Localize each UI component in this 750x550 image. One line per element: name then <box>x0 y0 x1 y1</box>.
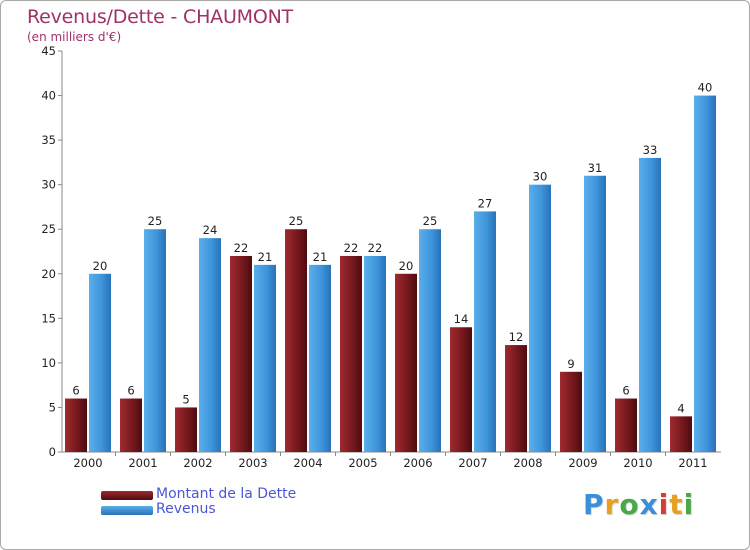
bar-revenus <box>364 255 386 452</box>
logo-letter: i <box>658 488 670 521</box>
logo-letter: i <box>683 488 695 521</box>
bar-revenus <box>254 264 276 452</box>
x-tick-label: 2011 <box>678 456 707 470</box>
legend-label-revenus: Revenus <box>156 501 216 517</box>
data-label-dette: 5 <box>182 392 189 406</box>
bar-revenus <box>199 238 221 452</box>
bar-dette <box>615 398 637 452</box>
data-label-dette: 9 <box>567 357 574 371</box>
bar-revenus <box>584 175 606 452</box>
data-label-dette: 14 <box>454 312 469 326</box>
bar-dette <box>450 327 472 452</box>
y-tick-label: 30 <box>41 178 56 192</box>
logo-letter: x <box>639 488 659 521</box>
logo-letter: o <box>619 488 640 521</box>
bar-revenus <box>694 95 716 453</box>
logo-letter: P <box>583 488 605 521</box>
data-label-revenus: 21 <box>313 250 328 264</box>
y-tick-label: 20 <box>41 267 56 281</box>
bar-dette <box>340 255 362 452</box>
bar-revenus <box>639 157 661 452</box>
bar-revenus <box>309 264 331 452</box>
bar-revenus <box>419 229 441 452</box>
bar-dette <box>230 255 252 452</box>
x-tick-label: 2000 <box>73 456 102 470</box>
data-label-revenus: 27 <box>478 196 493 210</box>
bar-dette <box>505 345 527 452</box>
x-tick-label: 2005 <box>348 456 377 470</box>
y-tick-label: 15 <box>41 311 56 325</box>
x-tick-label: 2002 <box>183 456 212 470</box>
logo-letter: r <box>604 488 620 521</box>
y-tick-label: 25 <box>41 222 56 236</box>
bar-revenus <box>474 211 496 452</box>
bar-dette <box>560 371 582 452</box>
data-label-revenus: 22 <box>368 241 383 255</box>
logo-letter: t <box>669 488 684 521</box>
x-tick-label: 2001 <box>128 456 157 470</box>
x-tick-label: 2007 <box>458 456 487 470</box>
data-label-revenus: 31 <box>588 161 603 175</box>
x-tick-label: 2004 <box>293 456 322 470</box>
bar-dette <box>65 398 87 452</box>
data-label-revenus: 24 <box>203 223 218 237</box>
x-tick-label: 2006 <box>403 456 432 470</box>
data-label-revenus: 21 <box>258 250 273 264</box>
data-label-revenus: 30 <box>533 170 548 184</box>
chart-bars <box>65 95 716 453</box>
y-tick-label: 10 <box>41 356 56 370</box>
proxiti-logo: Proxiti <box>583 488 694 521</box>
bar-revenus <box>89 273 111 452</box>
chart-data-labels: 6 6 5 22 25 22 20 14 12 9 6 4 20 25 24 21 21 22 25 27 30 31 33… <box>72 81 712 416</box>
chart-title: Revenus/Dette - CHAUMONT <box>27 6 294 28</box>
data-label-revenus: 25 <box>148 214 163 228</box>
y-tick-label: 0 <box>49 445 56 459</box>
x-tick-label: 2009 <box>568 456 597 470</box>
legend-swatch-revenus <box>101 506 153 515</box>
bar-revenus <box>529 184 551 452</box>
bar-dette <box>670 416 692 452</box>
legend-label-dette: Montant de la Dette <box>156 486 297 502</box>
data-label-dette: 6 <box>622 384 629 398</box>
data-label-dette: 4 <box>677 401 684 415</box>
x-tick-label: 2003 <box>238 456 267 470</box>
data-label-revenus: 33 <box>643 143 658 157</box>
bar-dette <box>175 407 197 452</box>
data-label-dette: 20 <box>399 259 414 273</box>
y-tick-label: 40 <box>41 89 56 103</box>
data-label-revenus: 20 <box>93 259 108 273</box>
x-tick-label: 2008 <box>513 456 542 470</box>
data-label-dette: 6 <box>72 384 79 398</box>
data-label-dette: 22 <box>234 241 249 255</box>
y-tick-label: 45 <box>41 44 56 58</box>
data-label-revenus: 25 <box>423 214 438 228</box>
data-label-revenus: 40 <box>698 81 713 95</box>
chart-subtitle: (en milliers d'€) <box>27 30 122 44</box>
bar-revenus <box>144 229 166 452</box>
data-label-dette: 12 <box>509 330 524 344</box>
data-label-dette: 25 <box>289 214 304 228</box>
legend-swatch-dette <box>101 491 153 500</box>
data-label-dette: 22 <box>344 241 359 255</box>
bar-dette <box>285 229 307 452</box>
x-tick-label: 2010 <box>623 456 652 470</box>
bar-dette <box>395 273 417 452</box>
y-tick-label: 5 <box>49 400 56 414</box>
y-tick-label: 35 <box>41 133 56 147</box>
data-label-dette: 6 <box>127 384 134 398</box>
bar-dette <box>120 398 142 452</box>
